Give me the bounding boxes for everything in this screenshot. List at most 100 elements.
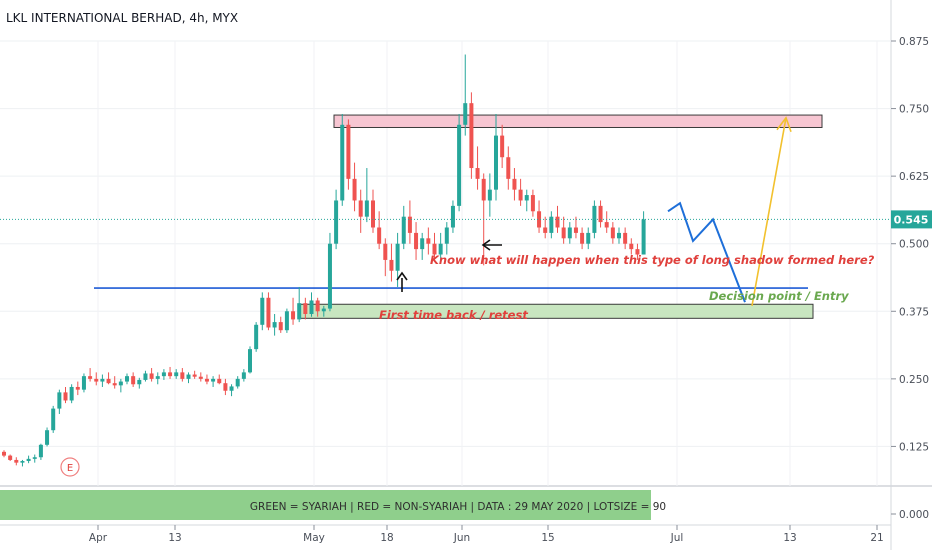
long-shadow-note: Know what will happen when this type of … — [430, 253, 875, 267]
target-arrow-line — [751, 117, 787, 307]
zones-layer — [299, 114, 823, 319]
candle-body — [278, 322, 283, 331]
candle-body — [334, 200, 339, 244]
candle-body — [432, 243, 437, 255]
candle-body — [94, 378, 99, 382]
candle-body — [14, 459, 19, 463]
candle-body — [481, 178, 486, 201]
candle-body — [254, 324, 259, 350]
candle-body — [641, 219, 646, 255]
candle-body — [272, 322, 277, 328]
candle-body — [512, 178, 517, 190]
candle-body — [204, 378, 209, 382]
candle-body — [457, 124, 462, 206]
earnings-marker-label: E — [67, 463, 73, 474]
candle-body — [2, 451, 6, 456]
candle-body — [155, 376, 160, 379]
candle-body — [506, 157, 511, 179]
candle-body — [168, 372, 173, 377]
candle-body — [198, 376, 203, 379]
candle-body — [629, 243, 634, 250]
candle-body — [371, 200, 375, 228]
chart-title: LKL INTERNATIONAL BERHAD, 4h, MYX — [6, 11, 238, 25]
candle-body — [174, 372, 179, 377]
candle-body — [266, 297, 271, 328]
candle-body — [321, 308, 326, 312]
candle-body — [143, 373, 148, 380]
earnings-marker-icon[interactable] — [60, 457, 80, 477]
candle-body — [57, 392, 62, 409]
candle-body — [573, 227, 578, 233]
candle-body — [63, 392, 68, 401]
candle-body — [561, 227, 566, 239]
candle-body — [500, 135, 505, 158]
candle-body — [530, 195, 535, 212]
time-tick-label: 18 — [380, 532, 393, 544]
candle-body — [358, 200, 363, 217]
candle-body — [537, 211, 542, 228]
support-zone — [299, 303, 814, 319]
candle-body — [88, 376, 93, 379]
time-tick-label: Apr — [89, 532, 108, 544]
price-tick-label: 0.250 — [899, 374, 929, 386]
indicator-axis-value: 0.000 — [899, 509, 929, 521]
candle-body — [617, 232, 621, 239]
candle-body — [69, 386, 74, 401]
grid — [0, 40, 891, 486]
candle-body — [414, 232, 419, 250]
indicator-banner-text: GREEN = SYARIAH | RED = NON-SYARIAH | DA… — [250, 501, 666, 513]
candle-body — [149, 373, 154, 379]
price-tick-label: 0.500 — [899, 239, 929, 251]
candle-body — [401, 216, 406, 244]
candle-body — [346, 124, 351, 179]
candle-body — [487, 189, 492, 201]
shadow-arrow-icon — [481, 239, 502, 251]
candle-body — [426, 238, 431, 244]
candle-body — [137, 379, 142, 385]
target-arrow-icon — [776, 116, 792, 133]
price-tick-label: 0.625 — [899, 171, 929, 183]
candle-body — [610, 227, 615, 239]
price-tick-label: 0.375 — [899, 306, 929, 318]
time-axis[interactable]: Apr 13 May 18 Jun 15 Jul 13 21 — [89, 525, 884, 544]
candle-body — [112, 383, 117, 386]
candle-body — [100, 378, 105, 382]
candle-body — [217, 378, 222, 384]
candle-body — [315, 300, 320, 312]
candle-body — [580, 232, 585, 244]
candle-body — [26, 458, 31, 462]
candle-body — [125, 376, 129, 382]
time-tick-label: Jun — [453, 532, 470, 544]
candle-body — [309, 300, 314, 314]
candle-body — [450, 205, 455, 228]
candle-body — [635, 249, 640, 255]
candle-body — [567, 227, 572, 239]
candle-body — [161, 372, 166, 377]
time-tick-label: 13 — [168, 532, 181, 544]
price-axis[interactable]: 0.875 0.750 0.625 0.500 0.375 0.250 0.125 — [891, 36, 929, 453]
candle-body — [340, 124, 345, 201]
candle-body — [586, 232, 591, 244]
candle-body — [186, 374, 191, 379]
candle-body — [180, 372, 185, 379]
candle-body — [45, 430, 50, 445]
candle-body — [604, 222, 609, 228]
candle-body — [438, 243, 443, 255]
time-tick-label: 15 — [541, 532, 554, 544]
candle-body — [131, 376, 136, 385]
candle-body — [223, 383, 228, 391]
candle-body — [475, 168, 480, 179]
candle-body — [38, 444, 43, 458]
candle-body — [260, 297, 265, 325]
candle-body — [383, 243, 388, 260]
time-tick-label: 21 — [870, 532, 883, 544]
candle-body — [352, 178, 357, 201]
indicator-banner — [0, 490, 651, 520]
candle-body — [623, 232, 628, 244]
candle-body — [20, 461, 25, 463]
candle-body — [211, 378, 216, 382]
resistance-zone — [333, 114, 823, 128]
candle-body — [444, 227, 449, 244]
